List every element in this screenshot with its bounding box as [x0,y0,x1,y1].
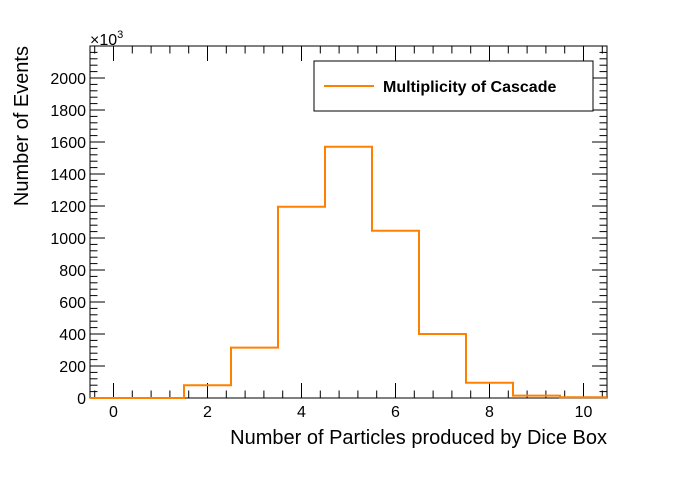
y-tick-label: 800 [59,263,86,280]
histogram-bin [466,383,513,398]
y-tick-label: 1400 [50,167,86,184]
y-axis-multiplier-base: ×10 [90,32,117,49]
histogram-series-line [90,145,607,399]
y-tick-label: 400 [59,327,86,344]
plot-frame [89,45,608,399]
x-axis-label: Number of Particles produced by Dice Box [230,427,607,449]
y-tick-label: 2000 [50,71,86,88]
histogram-bin [231,348,278,398]
legend: Multiplicity of Cascade [313,60,594,112]
x-tick-label: 0 [109,404,118,421]
x-tick-label: 6 [391,404,400,421]
histogram-bin [278,207,325,398]
x-tick-label: 8 [485,404,494,421]
histogram-bin [513,396,560,398]
x-tick-label: 4 [297,404,306,421]
y-axis-multiplier: ×103 [90,29,123,49]
x-tick-label: 2 [203,404,212,421]
y-tick-label: 1600 [50,135,86,152]
y-axis-label: Number of Events [11,46,33,206]
y-tick-label: 200 [59,359,86,376]
legend-entry-label: Multiplicity of Cascade [383,79,556,96]
histogram-bin [184,385,231,398]
histogram-bin [419,334,466,398]
y-tick-label: 0 [77,391,86,408]
histogram-bin [560,397,607,398]
histogram-bin [325,147,372,398]
x-tick-label: 10 [575,404,593,421]
y-tick-label: 1800 [50,103,86,120]
y-axis-multiplier-exponent: 3 [117,29,123,41]
y-tick-label: 1200 [50,199,86,216]
y-tick-label: 1000 [50,231,86,248]
y-tick-label: 600 [59,295,86,312]
histogram-bin [372,231,419,398]
